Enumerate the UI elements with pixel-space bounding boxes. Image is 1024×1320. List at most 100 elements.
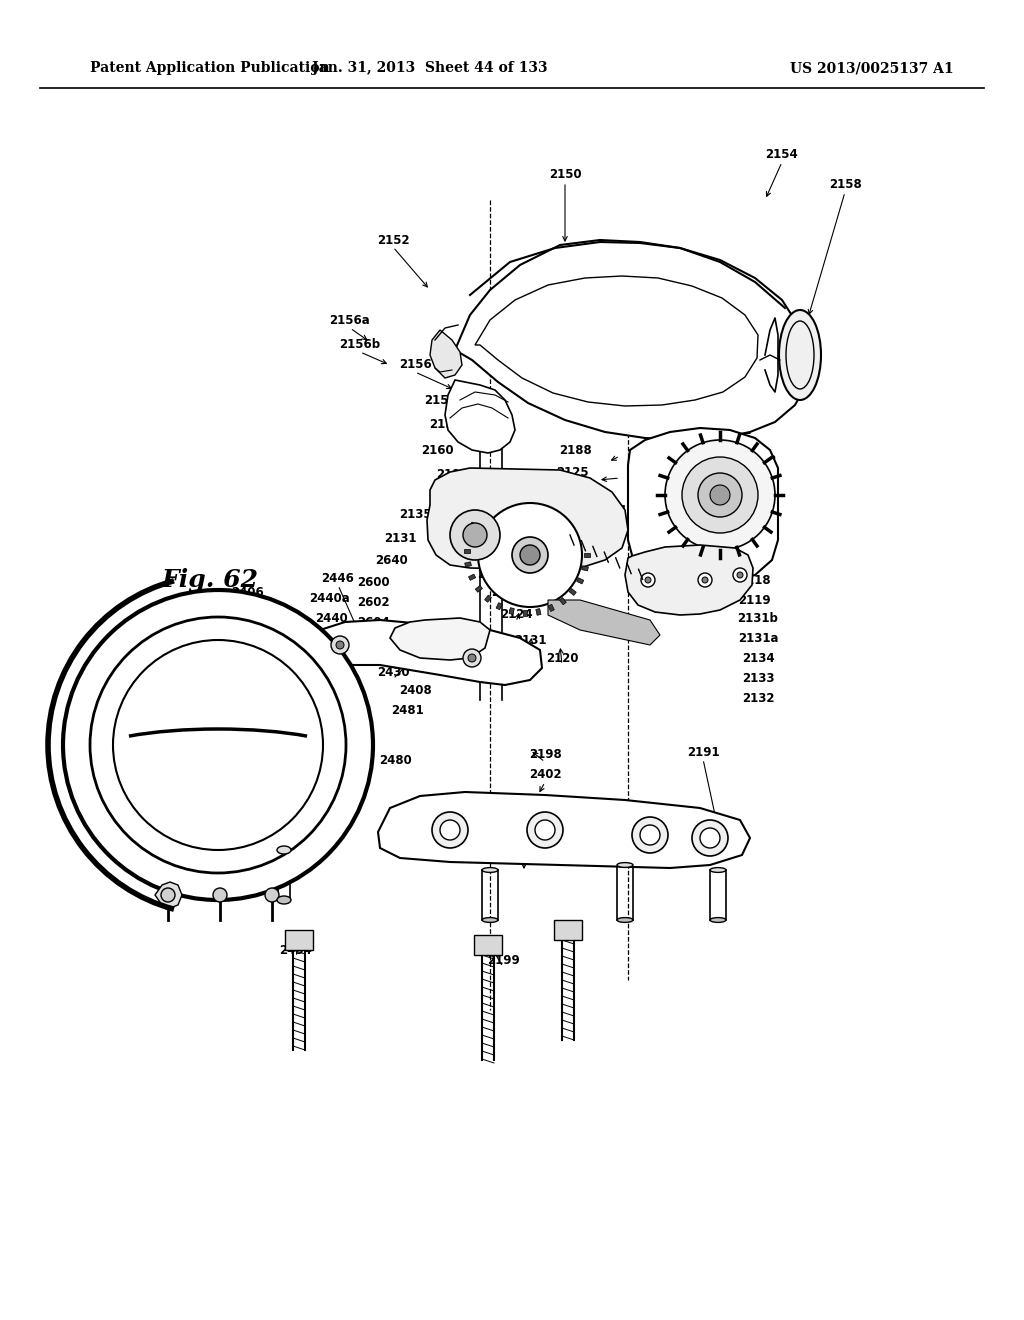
Bar: [509, 607, 514, 614]
Text: 2152: 2152: [429, 418, 462, 432]
Text: 2350: 2350: [194, 711, 226, 725]
Text: 2456: 2456: [266, 813, 299, 826]
Text: 2120: 2120: [546, 652, 579, 664]
Text: 2119: 2119: [737, 594, 770, 606]
Circle shape: [710, 484, 730, 506]
Bar: [554, 920, 582, 940]
Text: 2408: 2408: [398, 684, 431, 697]
Circle shape: [640, 825, 660, 845]
Bar: [569, 589, 577, 595]
Text: 2406: 2406: [231, 586, 264, 598]
Bar: [464, 549, 470, 553]
Text: US 2013/0025137 A1: US 2013/0025137 A1: [790, 61, 953, 75]
Text: 2124: 2124: [500, 609, 532, 622]
Polygon shape: [155, 882, 182, 908]
Circle shape: [450, 510, 500, 560]
Text: 2160: 2160: [421, 444, 454, 457]
Circle shape: [737, 572, 743, 578]
Text: 2113: 2113: [436, 469, 468, 482]
Circle shape: [698, 473, 742, 517]
Circle shape: [692, 820, 728, 855]
Circle shape: [527, 812, 563, 847]
Text: 2116: 2116: [737, 553, 770, 566]
Text: 2156b: 2156b: [424, 393, 466, 407]
Bar: [582, 566, 589, 572]
Bar: [465, 562, 471, 568]
Text: 2112: 2112: [719, 424, 752, 437]
Text: 2640: 2640: [376, 553, 409, 566]
Text: 2450: 2450: [145, 824, 178, 837]
Text: 2114: 2114: [443, 491, 476, 504]
Circle shape: [632, 817, 668, 853]
Circle shape: [331, 636, 349, 653]
Text: 2400: 2400: [145, 804, 178, 817]
Text: 2600: 2600: [356, 576, 389, 589]
Text: 2162: 2162: [719, 404, 752, 417]
Polygon shape: [445, 380, 515, 453]
Text: Patent Application Publication: Patent Application Publication: [90, 61, 330, 75]
Polygon shape: [455, 240, 810, 440]
Text: 2652: 2652: [476, 569, 509, 582]
Circle shape: [645, 577, 651, 583]
Text: 2131b: 2131b: [737, 611, 778, 624]
Ellipse shape: [278, 846, 291, 854]
Circle shape: [665, 440, 775, 550]
Text: 2446: 2446: [315, 631, 348, 644]
Text: 2122: 2122: [743, 454, 776, 466]
Ellipse shape: [710, 867, 726, 873]
Bar: [466, 535, 472, 540]
Text: 2195: 2195: [508, 833, 541, 846]
Circle shape: [161, 888, 175, 902]
Text: 2156: 2156: [398, 359, 431, 371]
Circle shape: [336, 642, 344, 649]
Bar: [548, 605, 554, 611]
Text: 2654: 2654: [492, 586, 524, 599]
Circle shape: [698, 573, 712, 587]
Circle shape: [63, 590, 373, 900]
Text: 2199: 2199: [486, 953, 519, 966]
Text: 2158: 2158: [828, 178, 861, 191]
Circle shape: [520, 545, 540, 565]
Text: 2152: 2152: [377, 234, 410, 247]
Text: 2191: 2191: [687, 746, 719, 759]
Text: 2481: 2481: [391, 704, 424, 717]
Text: 2434: 2434: [280, 944, 312, 957]
Ellipse shape: [779, 310, 821, 400]
Bar: [496, 603, 502, 610]
Text: 2134: 2134: [741, 652, 774, 664]
Ellipse shape: [482, 917, 498, 923]
Circle shape: [702, 577, 708, 583]
Bar: [584, 553, 590, 557]
Text: 2430: 2430: [228, 609, 261, 622]
Bar: [577, 578, 584, 583]
Text: 2141: 2141: [602, 503, 634, 516]
Ellipse shape: [482, 867, 498, 873]
Polygon shape: [548, 601, 660, 645]
Bar: [285, 931, 313, 950]
Text: 2156b: 2156b: [339, 338, 381, 351]
Text: 2133: 2133: [741, 672, 774, 685]
Text: 2154: 2154: [766, 149, 799, 161]
Circle shape: [641, 573, 655, 587]
Circle shape: [512, 537, 548, 573]
Text: 2150: 2150: [549, 169, 582, 181]
Bar: [470, 523, 477, 528]
Circle shape: [682, 457, 758, 533]
Polygon shape: [430, 330, 462, 378]
Polygon shape: [305, 620, 542, 685]
Text: 2602: 2602: [356, 595, 389, 609]
Text: 2430: 2430: [377, 665, 410, 678]
Circle shape: [700, 828, 720, 847]
Text: 2402: 2402: [528, 768, 561, 781]
Text: 2440: 2440: [315, 611, 348, 624]
Polygon shape: [628, 428, 778, 585]
Text: 2131: 2131: [514, 634, 546, 647]
Text: 2159: 2159: [719, 384, 752, 396]
Text: 2310: 2310: [282, 723, 314, 737]
Text: 2454: 2454: [148, 849, 181, 862]
Bar: [469, 574, 475, 581]
Text: 2604: 2604: [356, 615, 389, 628]
Text: Fig. 62: Fig. 62: [162, 568, 258, 591]
Text: 2125: 2125: [556, 466, 589, 479]
Text: 2190: 2190: [687, 849, 719, 862]
